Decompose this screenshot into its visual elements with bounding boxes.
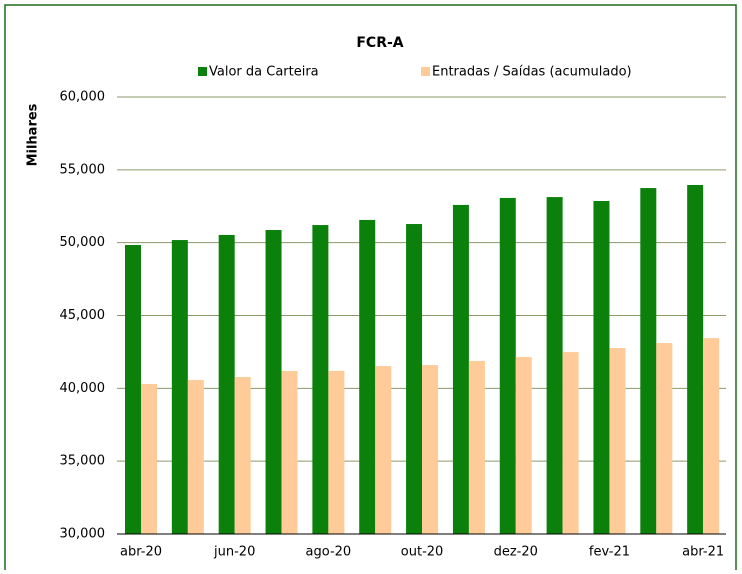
legend-swatch <box>198 67 207 76</box>
y-axis-label: Milhares <box>26 103 41 166</box>
y-tick-label: 45,000 <box>60 308 106 323</box>
bar <box>546 197 563 534</box>
y-tick-label: 35,000 <box>60 454 106 469</box>
bar <box>125 244 141 535</box>
bar <box>281 370 298 534</box>
bar <box>187 380 204 534</box>
bar <box>452 204 469 534</box>
bar <box>499 197 516 534</box>
bar <box>375 366 392 534</box>
x-tick-label: out-20 <box>401 545 444 560</box>
y-tick-label: 60,000 <box>60 90 106 105</box>
bar <box>328 370 345 534</box>
bar <box>640 188 657 534</box>
bar <box>687 184 704 534</box>
x-tick-label: fev-21 <box>589 545 630 560</box>
chart-title: FCR-A <box>356 35 403 51</box>
legend-swatch <box>421 67 430 76</box>
legend-label: Valor da Carteira <box>209 65 319 80</box>
bar <box>468 360 485 534</box>
x-tick-label: ago-20 <box>306 545 352 560</box>
bar <box>171 240 188 534</box>
bar <box>141 383 157 534</box>
x-tick-label: dez-20 <box>494 545 538 560</box>
y-tick-label: 30,000 <box>60 527 106 542</box>
y-tick-label: 50,000 <box>60 235 106 250</box>
bar <box>593 201 610 535</box>
bar <box>359 219 376 534</box>
x-tick-label: abr-20 <box>120 545 162 560</box>
x-tick-label: jun-20 <box>213 545 255 560</box>
bar <box>515 357 532 534</box>
x-tick-label: abr-21 <box>682 545 724 560</box>
bar <box>422 365 439 534</box>
bar <box>265 229 282 535</box>
legend-label: Entradas / Saídas (acumulado) <box>432 65 632 80</box>
bar <box>234 376 251 534</box>
bar <box>406 224 423 534</box>
y-tick-label: 55,000 <box>60 162 106 177</box>
bar <box>656 343 673 534</box>
bar <box>312 225 329 534</box>
bar <box>609 347 626 534</box>
y-tick-label: 40,000 <box>60 381 106 396</box>
bar <box>703 338 720 534</box>
bar <box>562 352 579 534</box>
bar <box>218 234 235 534</box>
